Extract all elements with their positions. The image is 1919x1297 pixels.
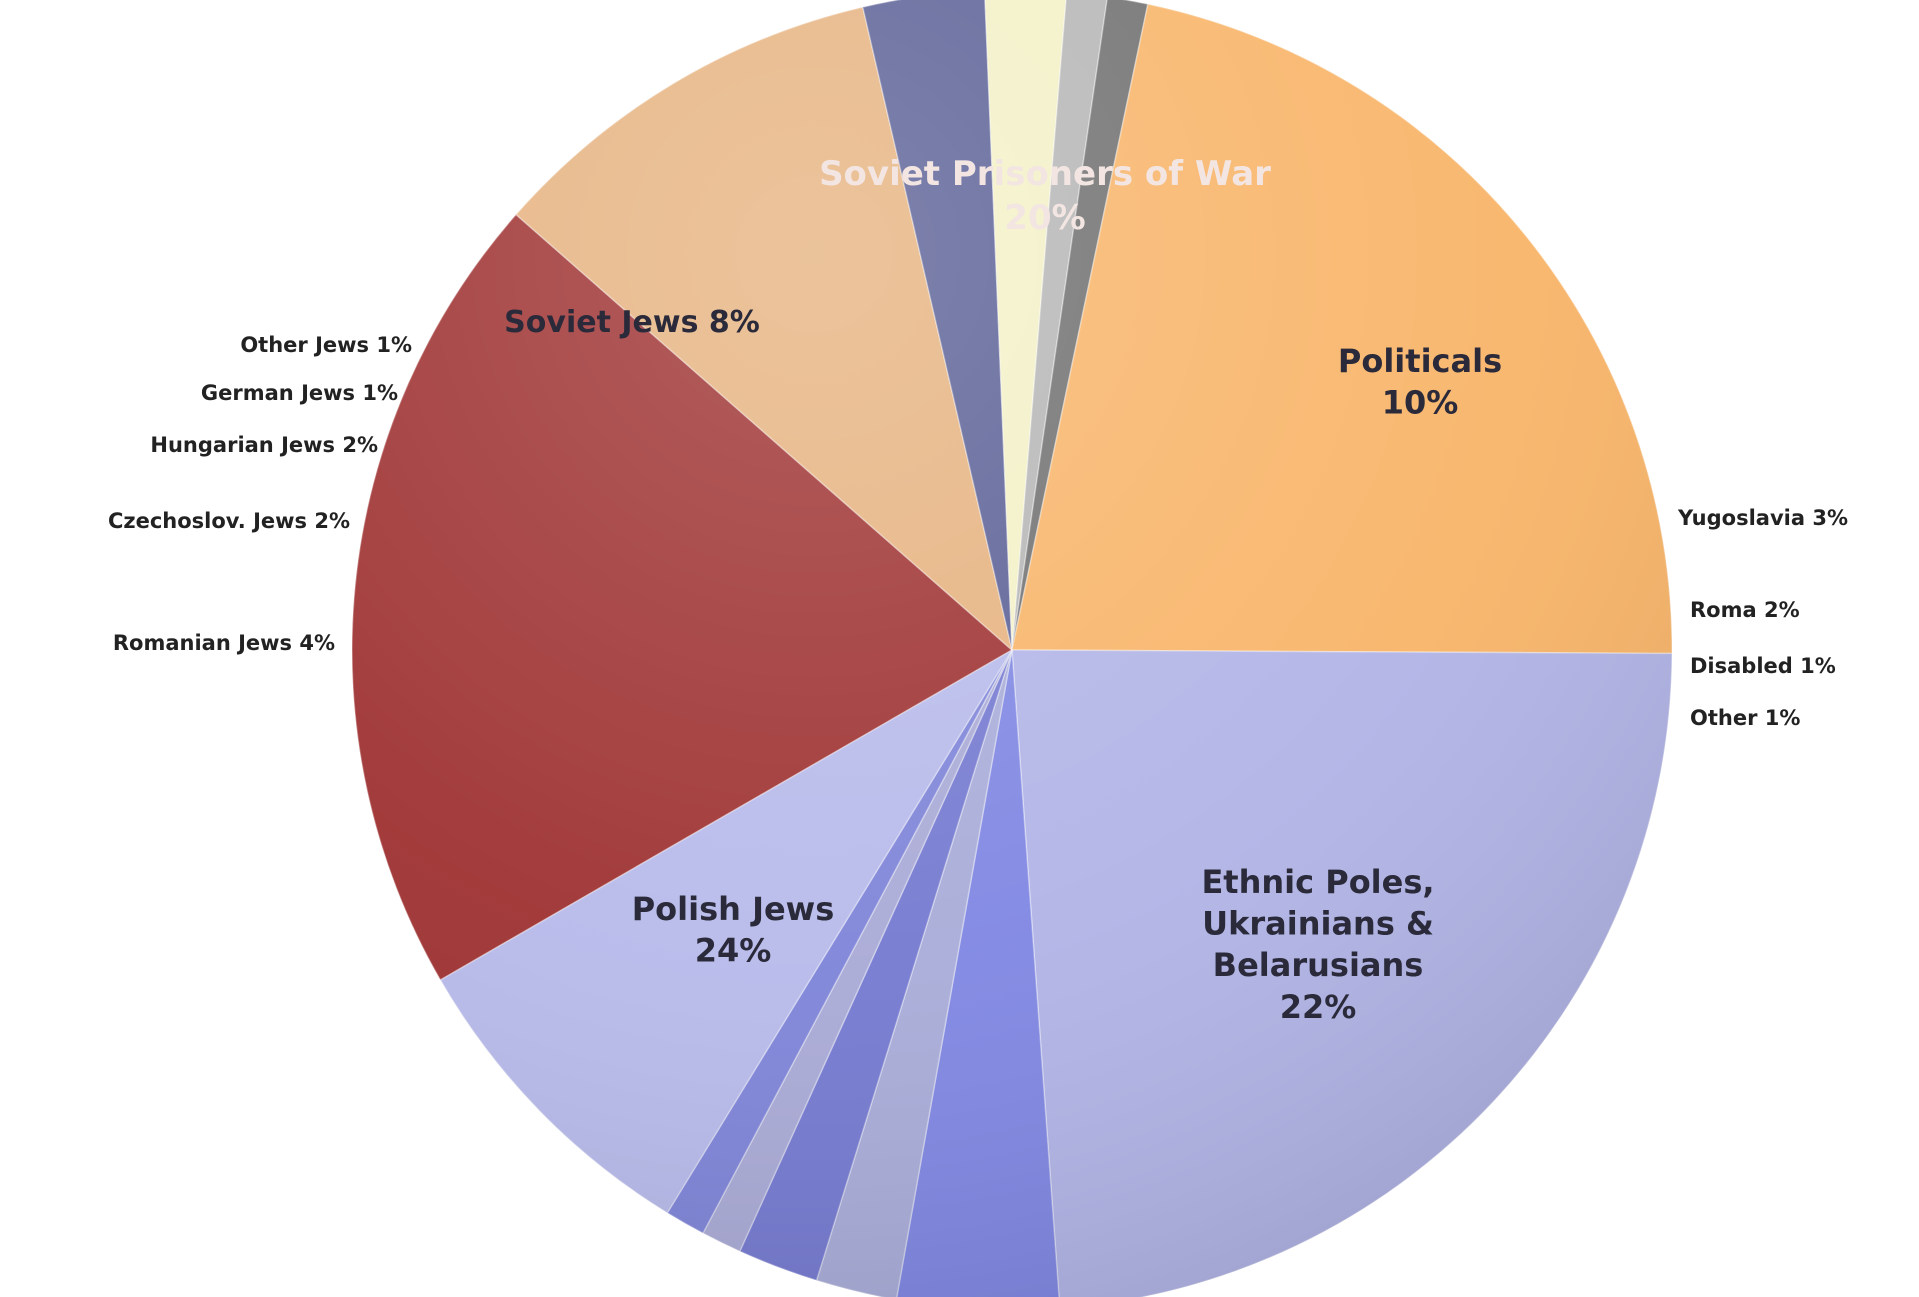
slice-label-line: Soviet Jews 8% xyxy=(504,305,760,340)
slice-label-line: Soviet Prisoners of War xyxy=(819,154,1271,194)
slice-label-line: Other Jews 1% xyxy=(240,333,412,357)
slice-label-line: Czechoslov. Jews 2% xyxy=(108,509,350,533)
slice-label-other: Other 1% xyxy=(1690,706,1800,730)
slice-label-line: 22% xyxy=(1280,988,1357,1026)
slice-label-line: Other 1% xyxy=(1690,706,1800,730)
slice-label-soviet-prisoners-of-war: Soviet Prisoners of War 20% xyxy=(819,154,1271,238)
slice-label-line: Ethnic Poles, xyxy=(1201,863,1434,901)
slice-label-hungarian-jews: Hungarian Jews 2% xyxy=(150,433,378,457)
slice-label-polish-jews: Polish Jews 24% xyxy=(632,890,835,970)
slice-label-other-jews: Other Jews 1% xyxy=(240,333,412,357)
slice-label-line: 24% xyxy=(695,932,772,970)
slice-label-roma: Roma 2% xyxy=(1690,598,1800,622)
slice-label-line: Disabled 1% xyxy=(1690,654,1836,678)
slice-label-line: Polish Jews xyxy=(632,890,835,928)
slice-label-line: Ukrainians & xyxy=(1202,905,1434,943)
slice-label-line: Yugoslavia 3% xyxy=(1677,506,1848,530)
slice-label-soviet-jews: Soviet Jews 8% xyxy=(504,305,760,340)
slice-label-ethnic-poles-ukrainians-belarusians: Ethnic Poles, Ukrainians & Belarusians 22% xyxy=(1201,863,1434,1026)
slice-label-line: Politicals xyxy=(1338,342,1502,380)
slice-label-line: 20% xyxy=(1004,198,1085,238)
slice-label-line: Roma 2% xyxy=(1690,598,1800,622)
slice-label-line: Hungarian Jews 2% xyxy=(150,433,378,457)
slice-label-german-jews: German Jews 1% xyxy=(201,381,398,405)
slice-label-romanian-jews: Romanian Jews 4% xyxy=(113,631,335,655)
slice-label-line: Belarusians xyxy=(1213,946,1424,984)
slice-label-disabled: Disabled 1% xyxy=(1690,654,1836,678)
slice-label-yugoslavia: Yugoslavia 3% xyxy=(1677,506,1848,530)
slice-label-line: Romanian Jews 4% xyxy=(113,631,335,655)
slice-label-czechoslov-jews: Czechoslov. Jews 2% xyxy=(108,509,350,533)
slice-label-politicals: Politicals 10% xyxy=(1338,342,1502,422)
slice-label-line: German Jews 1% xyxy=(201,381,398,405)
slice-label-line: 10% xyxy=(1382,384,1459,422)
